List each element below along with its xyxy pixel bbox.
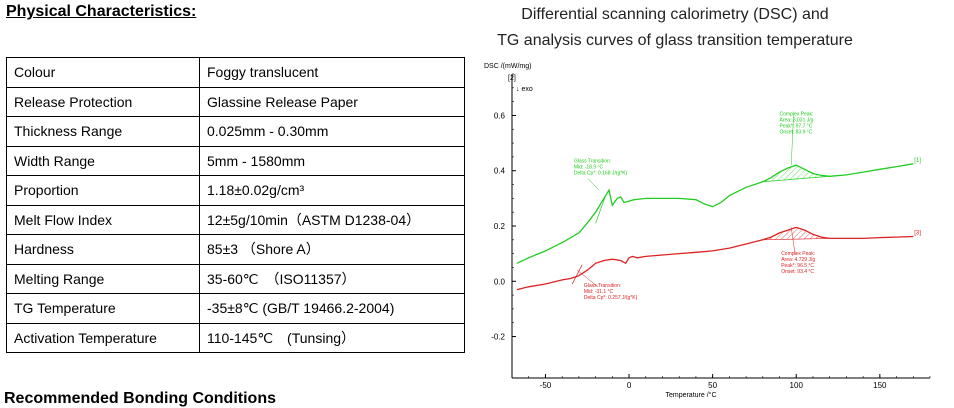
property-row: Thickness Range 0.025mm - 0.30mm (6, 116, 465, 147)
property-value: Foggy translucent (199, 57, 465, 88)
y-tick-label: 0.4 (494, 167, 506, 176)
y-axis-title: DSC /(mW/mg) (484, 63, 531, 70)
property-name: TG Temperature (6, 293, 200, 324)
property-row: Melting Range 35-60℃ （ISO11357） (6, 263, 465, 294)
peak-area (762, 164, 830, 183)
properties-table: Colour Foggy translucent Release Protectio… (6, 57, 465, 353)
y-tick-label: -0.2 (491, 333, 505, 342)
property-row: Colour Foggy translucent (6, 57, 465, 88)
annotation-text: Mid: -31.1 °C (584, 289, 614, 295)
annotation-text: Area: 4.729 J/g (781, 257, 815, 263)
property-row: Proportion 1.18±0.02g/cm³ (6, 175, 465, 206)
series-label: [1] (914, 158, 921, 164)
annotation-text: Complex Peak: (781, 251, 815, 257)
property-value: -35±8℃ (GB/T 19466.2-2004) (199, 293, 465, 324)
exo-label: ↓ exo (516, 86, 533, 93)
annotation-text: Peak*: 96.5 °C (781, 263, 814, 269)
annotation-text: Delta Cp*: 0.168 J/(g*K) (574, 170, 628, 176)
property-value: 85±3 （Shore A） (199, 234, 465, 265)
bonding-conditions-heading: Recommended Bonding Conditions (4, 390, 276, 407)
x-tick-label: 50 (708, 381, 717, 390)
annotation-text: Onset: 93.4 °C (781, 269, 814, 275)
y-tick-label: 0.6 (494, 111, 506, 120)
property-name: Colour (6, 57, 200, 88)
chart-title-line-2: TG analysis curves of glass transition t… (497, 32, 853, 49)
dsc-chart: -0.2 0.0 0.2 0.4 0.6 -50 0 50 100 150 DSC /(mW/mg)… (484, 63, 931, 399)
x-tick-label: 150 (873, 381, 887, 390)
annotation-text: Onset: 83.9 °C (780, 129, 813, 135)
property-name: Thickness Range (6, 116, 200, 147)
property-row: Activation Temperature 110-145℃ (Tunsing） (6, 322, 465, 353)
property-name: Hardness (6, 234, 200, 265)
annotation-leader (790, 115, 794, 166)
series-label: [3] (914, 231, 921, 237)
property-name: Width Range (6, 145, 200, 176)
physical-characteristics-heading: Physical Characteristics: (6, 3, 197, 20)
property-value: 35-60℃ （ISO11357） (199, 263, 465, 294)
annotation-text: Complex Peak: (780, 111, 814, 117)
x-axis-title: Temperature /°C (665, 391, 716, 399)
x-tick-label: 0 (627, 381, 632, 390)
property-row: Width Range 5mm - 1580mm (6, 145, 465, 176)
annotation-text: Delta Cp*: 0.257 J/(g*K) (584, 295, 638, 301)
property-name: Proportion (6, 175, 200, 206)
annotation-leader (790, 227, 796, 256)
x-tick-label: 100 (790, 381, 804, 390)
annotation-text: Peak*: 97.7 °C (780, 123, 813, 129)
property-value: 0.025mm - 0.30mm (199, 116, 465, 147)
property-value: Glassine Release Paper (199, 86, 465, 117)
property-name: Melting Range (6, 263, 200, 294)
property-row: Melt Flow Index 12±5g/10min（ASTM D1238-04… (6, 204, 465, 235)
series-line (516, 163, 914, 264)
peak-area (762, 227, 830, 241)
annotation-leader (587, 178, 600, 191)
annotation-text: Mid: -18.9 °C (574, 164, 604, 170)
tg-marker (595, 195, 606, 224)
property-row: TG Temperature -35±8℃ (GB/T 19466.2-2004) (6, 293, 465, 324)
x-tick-label: -50 (540, 381, 552, 390)
y-tick-label: 0.0 (494, 277, 506, 286)
property-name: Melt Flow Index (6, 204, 200, 235)
annotation-leader (577, 270, 599, 287)
annotation-text: Area: 3.031 J/g (780, 117, 814, 123)
property-row: Hardness 85±3 （Shore A） (6, 234, 465, 265)
annotation-text: Glass Transition: (574, 158, 611, 164)
tg-marker (571, 264, 583, 285)
exo-bracket: [2] (508, 75, 516, 82)
property-value: 5mm - 1580mm (199, 145, 465, 176)
property-value: 12±5g/10min（ASTM D1238-04） (199, 204, 465, 235)
property-name: Release Protection (6, 86, 200, 117)
property-row: Release Protection Glassine Release Paper (6, 86, 465, 117)
y-tick-label: 0.2 (494, 222, 506, 231)
chart-title-line-1: Differential scanning calorimetry (DSC) … (521, 6, 829, 23)
property-value: 1.18±0.02g/cm³ (199, 175, 465, 206)
property-value: 110-145℃ (Tunsing） (199, 322, 465, 353)
property-name: Activation Temperature (6, 322, 200, 353)
annotation-text: Glass Transition: (584, 283, 621, 289)
series-line (516, 226, 914, 291)
